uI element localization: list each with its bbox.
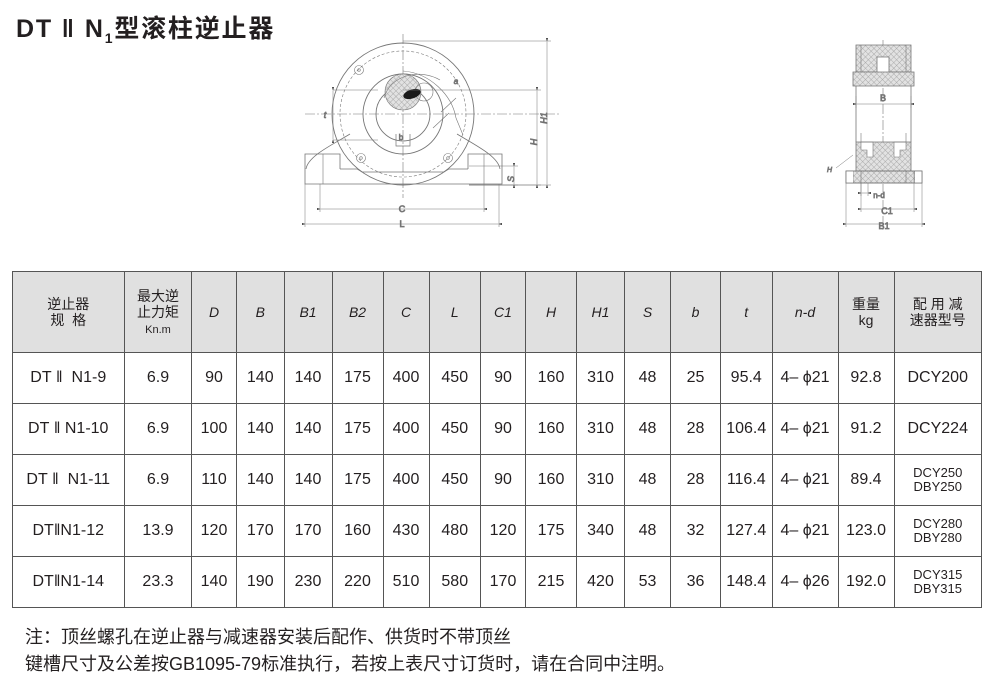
svg-text:t: t <box>324 110 327 120</box>
svg-text:a: a <box>454 77 459 86</box>
svg-text:b: b <box>399 133 404 142</box>
svg-text:B1: B1 <box>878 221 889 231</box>
svg-text:C: C <box>399 204 406 214</box>
svg-text:L: L <box>399 219 404 229</box>
svg-text:B: B <box>880 93 886 103</box>
svg-text:H: H <box>529 138 539 145</box>
svg-text:n-d: n-d <box>873 191 885 200</box>
svg-text:H1: H1 <box>539 112 549 124</box>
svg-text:H: H <box>827 167 833 174</box>
svg-text:C1: C1 <box>881 206 893 216</box>
svg-text:S: S <box>506 176 516 182</box>
